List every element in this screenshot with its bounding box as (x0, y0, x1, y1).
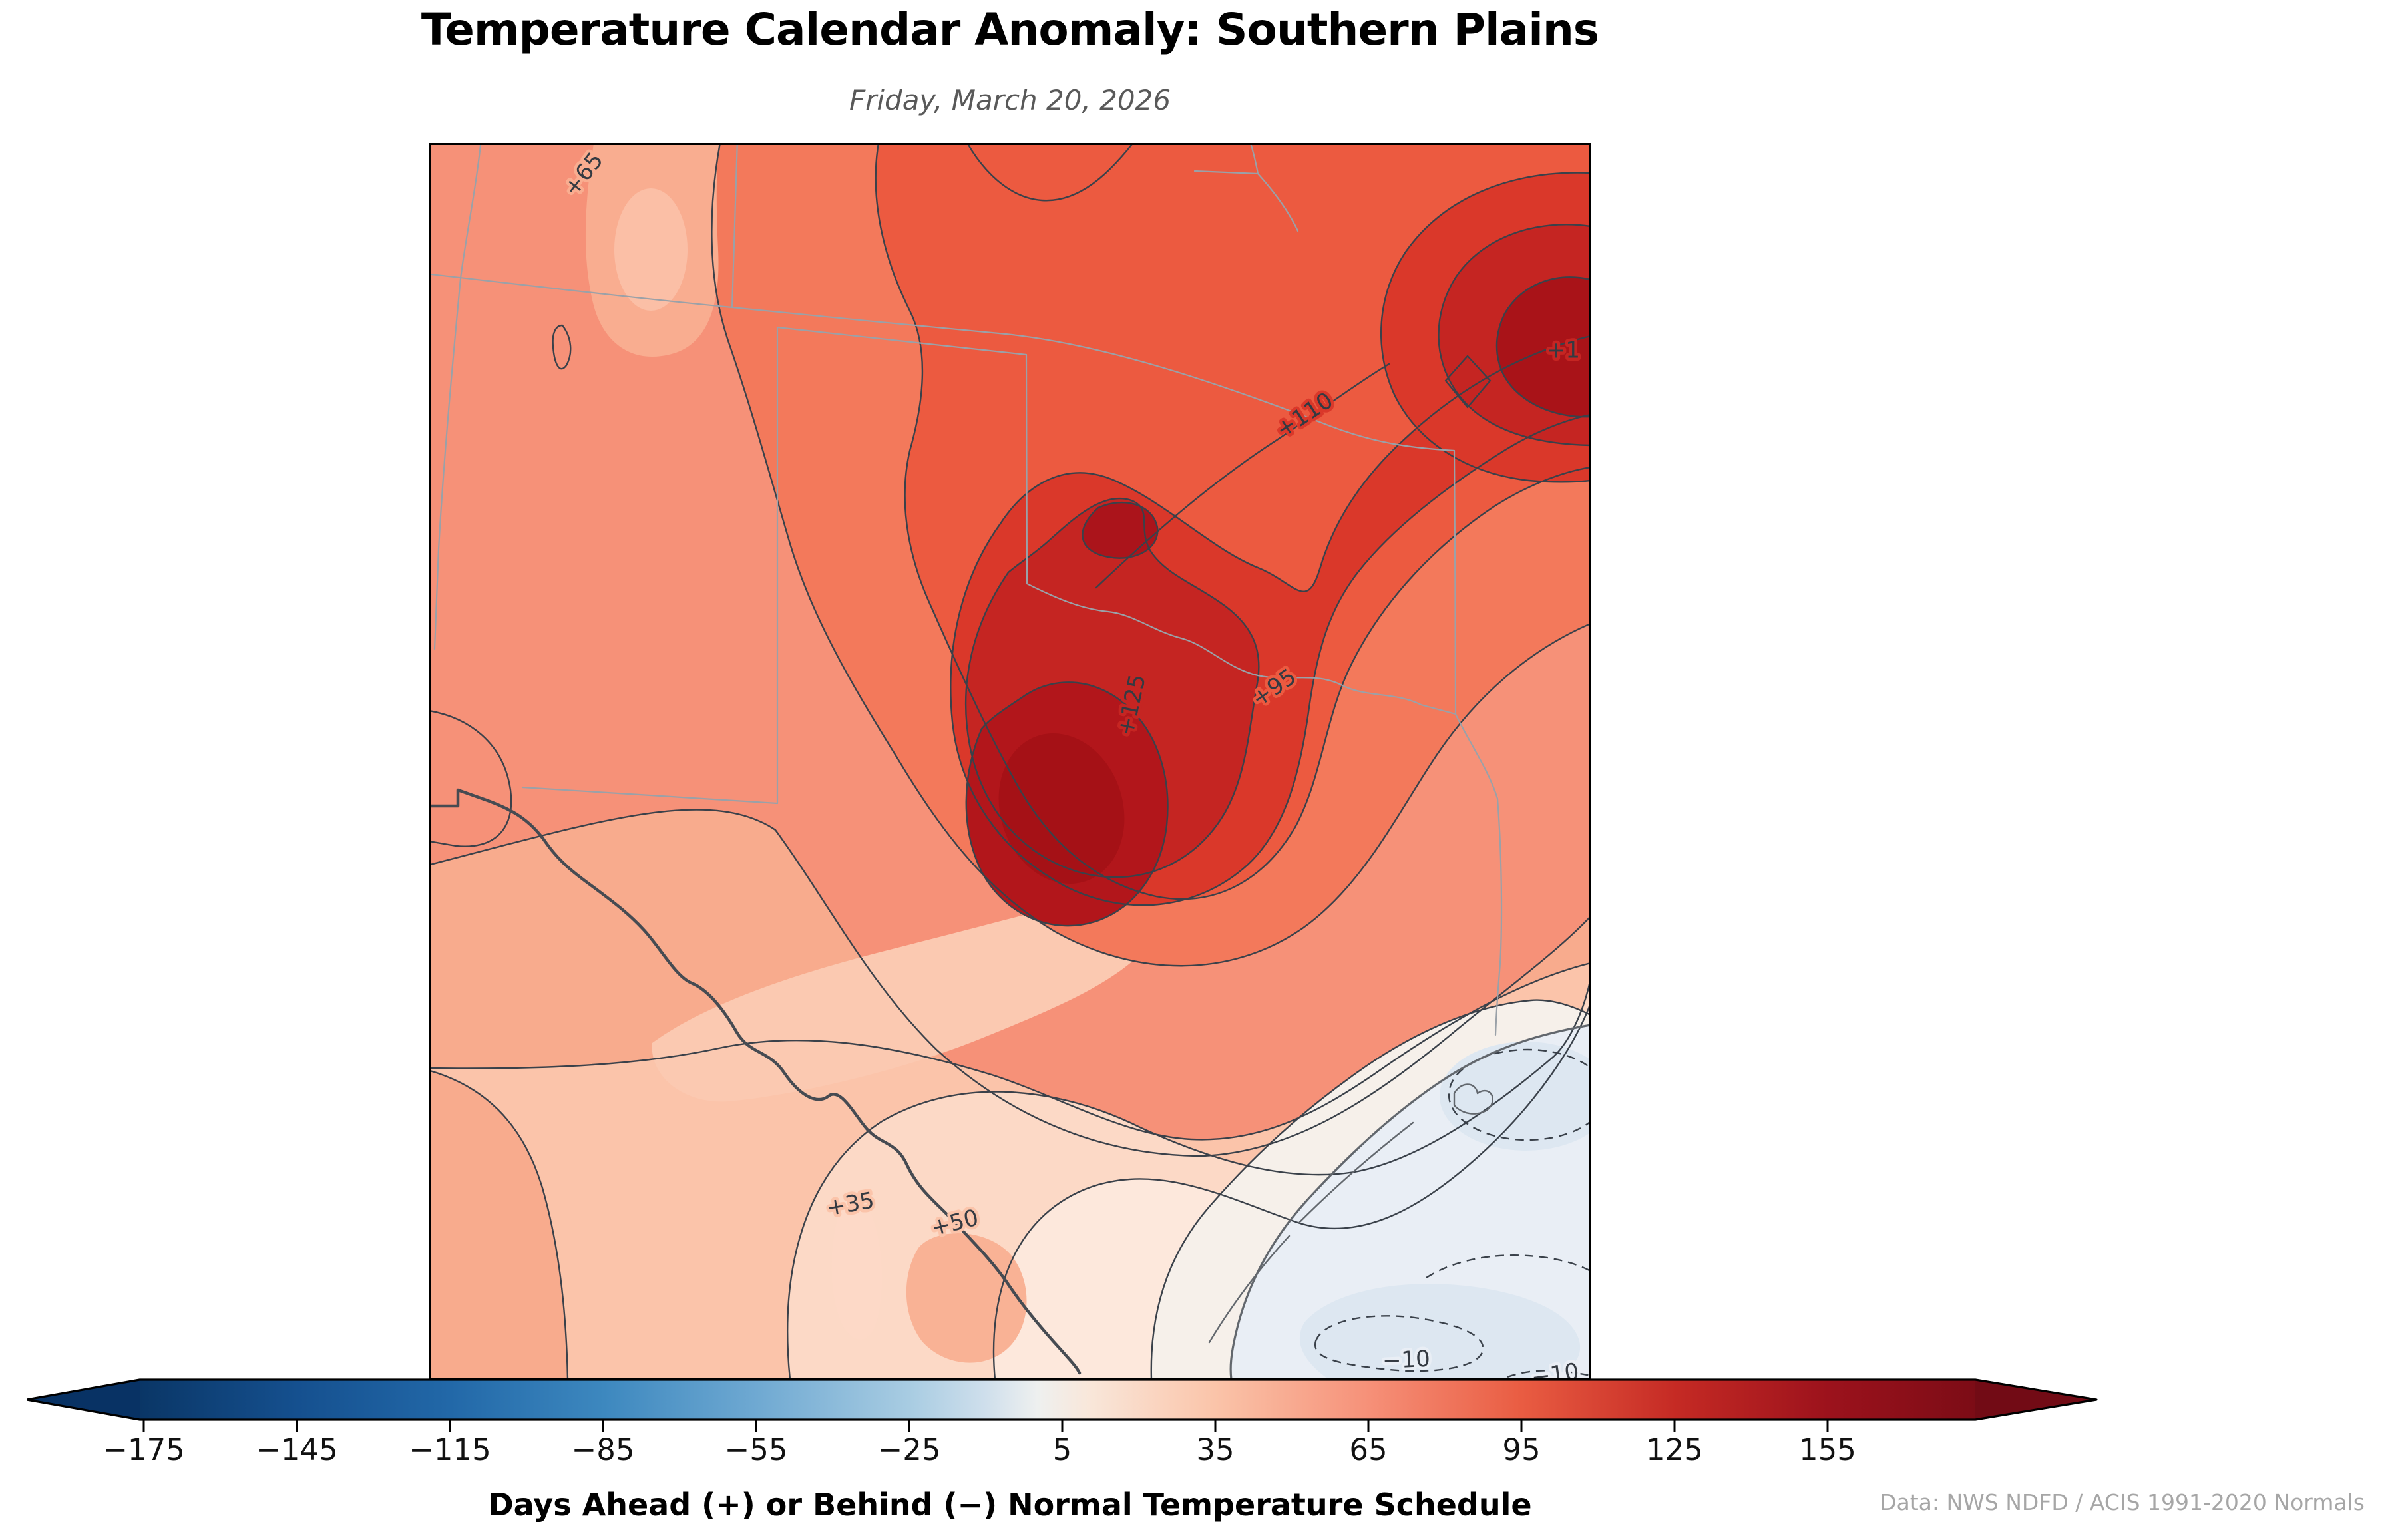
colorbar-over-arrow (1975, 1380, 2096, 1420)
contour-line-corner-110 (1380, 172, 1591, 483)
fill-negative-core-1 (1440, 1042, 1591, 1151)
contour-line-140 (965, 681, 1169, 927)
contour-line-110 (950, 335, 1591, 906)
contour-line-corner-125 (1438, 224, 1591, 447)
contour-line-80 (711, 143, 1591, 967)
fill-pocket-50 (906, 1233, 1027, 1363)
state-border-ne-segment (1193, 170, 1259, 175)
colorbar-outline (25, 1378, 2098, 1421)
contour-dashed-neg10-ellipse (1448, 1048, 1591, 1141)
tick-label-11: 155 (1799, 1432, 1856, 1467)
fill-mini-lobe-140 (1082, 502, 1158, 558)
gulf-coastline (1229, 1024, 1591, 1380)
tick-label-2: −115 (409, 1432, 491, 1467)
tick-label-6: 5 (1052, 1432, 1072, 1467)
contour-dashed-neg10-blob (1314, 1315, 1484, 1372)
tick-label-8: 65 (1349, 1432, 1388, 1467)
contour-line-5 (1150, 999, 1591, 1380)
tick-label-9: 95 (1502, 1432, 1541, 1467)
colorbar-axis-label: Days Ahead (+) or Behind (−) Normal Temp… (488, 1487, 1532, 1523)
fill-max-core (998, 733, 1125, 884)
contour-label-neg10-a: −10 (1382, 1346, 1431, 1375)
contour-line-corner-140 (1495, 276, 1591, 418)
state-border-tx-la-sabine (1454, 713, 1503, 1036)
contour-line-nm-tiny (552, 324, 572, 370)
contour-line-95 (875, 143, 1591, 900)
contour-line-ks-dip (966, 143, 1134, 202)
fill-light-blob-core (614, 188, 688, 311)
tick-label-7: 35 (1196, 1432, 1235, 1467)
state-border-ok-ar (1453, 449, 1457, 715)
barrier-island-2 (1208, 1235, 1291, 1344)
contour-label-35: +35 (825, 1187, 877, 1222)
contour-line-35 (787, 977, 1591, 1380)
fill-light-tongue (652, 892, 1162, 1102)
state-border-nm-west (433, 143, 482, 650)
tick-label-10: 125 (1646, 1432, 1703, 1467)
tick-label-1: −145 (256, 1432, 338, 1467)
state-border-co-ks (731, 143, 738, 309)
fill-negative-core-2 (1299, 1284, 1581, 1380)
rio-grande-border (429, 788, 1082, 1375)
state-border-37n (429, 273, 1456, 452)
tick-label-4: −55 (724, 1432, 788, 1467)
colorbar-under-arrow (27, 1380, 140, 1420)
barrier-island-1 (1298, 1121, 1414, 1224)
contour-line-110-arm (1095, 363, 1390, 589)
colorbar (25, 1374, 2110, 1447)
contour-line-20 (992, 1002, 1591, 1380)
map-svg: +65 +110 +1 +125 +95 +35 +50 −10 −10 (429, 143, 1591, 1380)
contour-line-left-loop (429, 709, 512, 847)
contour-line-65 (429, 809, 1591, 1157)
data-credit: Data: NWS NDFD / ACIS 1991-2020 Normals (1880, 1489, 2365, 1515)
contour-line-50-upper (429, 962, 1591, 1141)
colorbar-gradient (140, 1380, 1975, 1420)
colorbar-svg (25, 1378, 2098, 1432)
page-title: Temperature Calendar Anomaly: Southern P… (421, 4, 1599, 55)
state-border-panhandle-south (776, 326, 1028, 356)
contour-label-clipped: +1 (1547, 337, 1580, 364)
contour-line-mini-lobe (1082, 502, 1159, 559)
contour-line-125 (964, 498, 1260, 878)
colorbar-tick-marks (142, 1420, 1829, 1432)
contour-line-50-spur (429, 1069, 569, 1380)
fill-pocket-35 (831, 1202, 883, 1340)
tick-label-5: −25 (877, 1432, 941, 1467)
state-border-tx-ok-100w (1025, 353, 1028, 585)
state-border-ne-river (1249, 143, 1299, 232)
contour-dashed-neg-arc (1426, 1254, 1591, 1279)
state-border-32n (521, 786, 779, 805)
tick-label-3: −85 (571, 1432, 635, 1467)
bay-inlet (1453, 1083, 1493, 1115)
anomaly-contour-map: +65 +110 +1 +125 +95 +35 +50 −10 −10 (429, 143, 1591, 1380)
state-border-red-river (1026, 582, 1457, 715)
tick-label-0: −175 (102, 1432, 185, 1467)
contour-line-diamond (1444, 355, 1492, 409)
date-subtitle: Friday, March 20, 2026 (849, 84, 1171, 116)
fill-corner-140 (1497, 277, 1591, 417)
contour-dashed-neg10-corner (1507, 1370, 1591, 1378)
